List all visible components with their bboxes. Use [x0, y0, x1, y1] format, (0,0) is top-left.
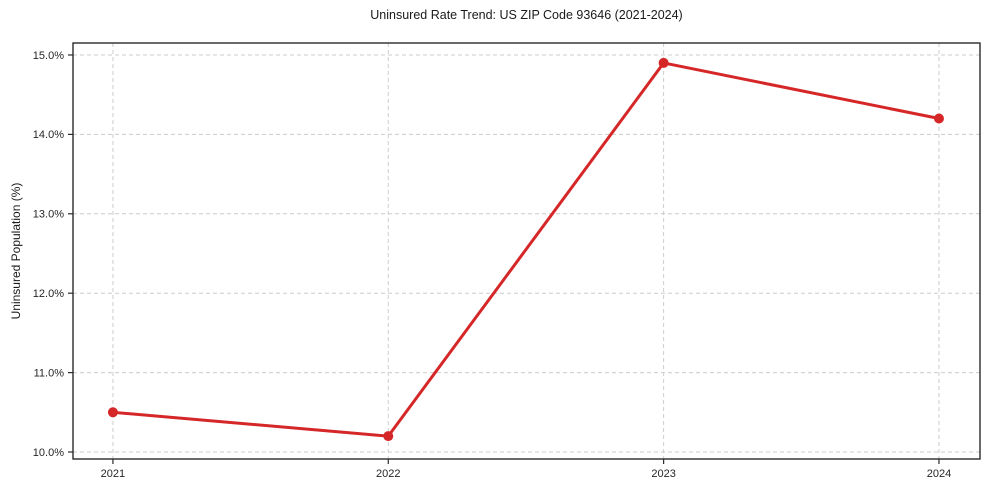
data-point-marker [107, 407, 118, 418]
grid-layer [73, 43, 980, 459]
data-point-marker [658, 57, 669, 68]
x-tick-label: 2024 [927, 468, 951, 480]
x-tick-label: 2021 [101, 468, 125, 480]
data-point-marker [933, 113, 944, 124]
plot-border [72, 42, 981, 460]
axis-layer: 10.0% 11.0% 12.0% 13.0% 14.0% 15.0% 2021 2022 20… [33, 42, 981, 480]
trend-line [111, 61, 941, 438]
y-tick-label: 12.0% [33, 288, 64, 300]
y-tick-label: 11.0% [34, 367, 65, 379]
y-axis-label: Uninsured Population (%) [9, 182, 23, 320]
y-tick-label: 14.0% [33, 129, 64, 141]
x-tick-label: 2022 [376, 468, 400, 480]
data-series-layer [107, 57, 944, 442]
y-tick-label: 10.0% [33, 447, 64, 459]
y-tick-label: 15.0% [33, 50, 64, 62]
x-tick-label: 2023 [651, 468, 675, 480]
data-point-marker [383, 431, 394, 442]
chart-title: Uninsured Rate Trend: US ZIP Code 93646 … [370, 8, 683, 22]
y-tick-label: 13.0% [33, 209, 64, 221]
